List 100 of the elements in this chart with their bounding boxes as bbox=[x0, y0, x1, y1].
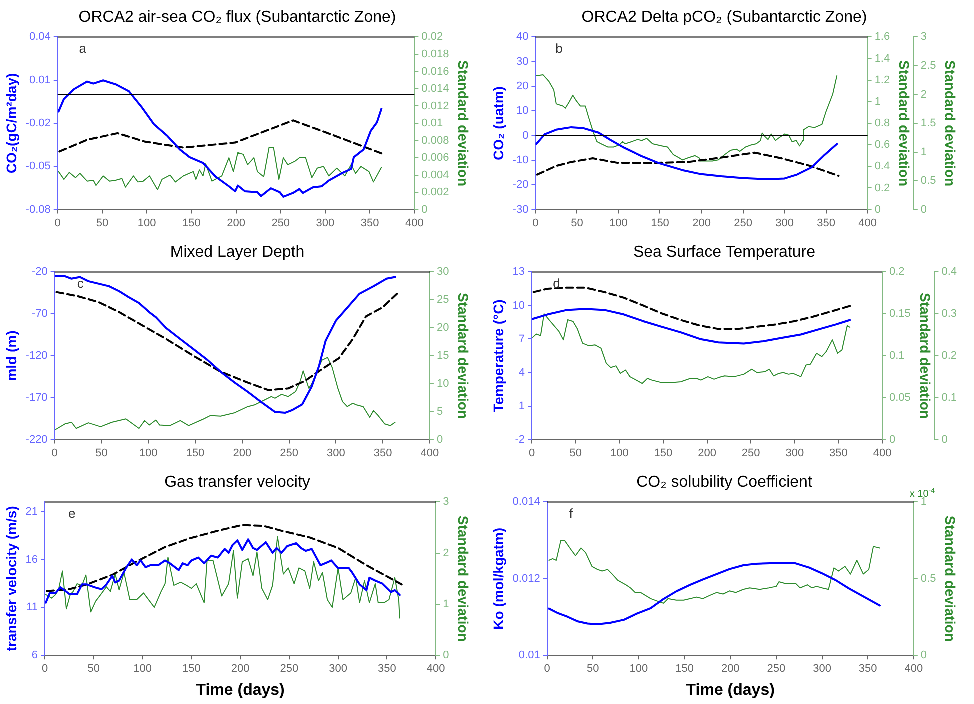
y-tick-label: 0.014 bbox=[512, 496, 540, 508]
y-axis-title: transfer velocity (m/s) bbox=[3, 506, 20, 652]
x-tick-label: 300 bbox=[786, 447, 804, 460]
x-tick-label: 300 bbox=[329, 663, 348, 676]
x-tick-label: 300 bbox=[776, 217, 794, 230]
y-tick-label: -170 bbox=[26, 392, 48, 404]
y3-tick-label: 0.3 bbox=[942, 308, 958, 320]
y-axis-title: CO₂(gC/m²day) bbox=[3, 73, 20, 174]
y-tick-label: 11 bbox=[26, 602, 38, 614]
chart-title: Sea Surface Temperature bbox=[633, 244, 816, 262]
x-tick-label: 150 bbox=[186, 447, 205, 460]
x-tick-label: 400 bbox=[858, 217, 877, 230]
x-axis-title: Time (days) bbox=[686, 682, 775, 699]
x-tick-label: 250 bbox=[280, 447, 298, 460]
y2-tick-label: 0.8 bbox=[874, 118, 890, 130]
x-tick-label: 50 bbox=[96, 447, 108, 460]
y2-tick-label: 3 bbox=[443, 496, 450, 508]
y-tick-label: 0.01 bbox=[29, 74, 51, 86]
y2-tick-label: 25 bbox=[436, 294, 450, 306]
y-tick-label: -20 bbox=[32, 266, 48, 278]
y2-tick-label: 0.1 bbox=[890, 350, 905, 362]
x-tick-label: 100 bbox=[610, 447, 629, 460]
x-tick-label: 350 bbox=[817, 217, 836, 230]
chart-title: ORCA2 Delta pCO₂ (Subantarctic Zone) bbox=[582, 9, 868, 26]
y3-tick-label: 3 bbox=[920, 31, 928, 44]
y-tick-label: 6 bbox=[32, 650, 38, 662]
y2-tick-label: 0.6 bbox=[874, 139, 890, 152]
y2-axis-title: Standard deviation bbox=[456, 516, 472, 642]
x-tick-label: 150 bbox=[676, 663, 694, 676]
annotation: f bbox=[569, 506, 574, 522]
x-tick-label: 200 bbox=[233, 447, 252, 460]
x-tick-label: 100 bbox=[139, 447, 158, 460]
y-tick-label: 0.01 bbox=[518, 650, 540, 662]
y2-tick-label: 0.014 bbox=[422, 83, 450, 96]
x-tick-label: 100 bbox=[138, 217, 156, 230]
x-tick-label: 300 bbox=[316, 217, 335, 230]
y-tick-label: 20 bbox=[516, 80, 529, 93]
y-tick-label: -0.05 bbox=[26, 160, 51, 173]
x-tick-label: 200 bbox=[721, 663, 740, 676]
x-tick-label: 150 bbox=[182, 663, 201, 676]
x-tick-label: 50 bbox=[571, 217, 584, 230]
x-tick-label: 50 bbox=[570, 447, 582, 460]
y3-tick-label: 2 bbox=[920, 88, 928, 101]
y2-tick-label: 0.02 bbox=[422, 31, 444, 44]
y-tick-label: 30 bbox=[516, 56, 529, 68]
y3-tick-label: 1 bbox=[920, 146, 928, 158]
y3-axis-title: Standard deviation bbox=[942, 60, 959, 187]
line-series bbox=[56, 291, 398, 392]
x-tick-label: 150 bbox=[651, 217, 670, 230]
y-tick-label: 16 bbox=[26, 554, 38, 566]
y-tick-label: 0.04 bbox=[29, 31, 51, 44]
x-tick-label: 250 bbox=[742, 447, 760, 460]
x-tick-label: 50 bbox=[587, 663, 600, 676]
y2-tick-label: 0.15 bbox=[890, 308, 911, 320]
x-tick-label: 350 bbox=[374, 447, 392, 460]
x-tick-label: 400 bbox=[420, 447, 440, 460]
x-tick-label: 400 bbox=[904, 663, 924, 676]
y2-tick-label: 0.4 bbox=[874, 160, 890, 173]
x-tick-label: 200 bbox=[692, 217, 711, 230]
y2-tick-label: 0.002 bbox=[422, 186, 450, 199]
y2-tick-label: 0 bbox=[443, 650, 450, 662]
y2-tick-label: 30 bbox=[436, 266, 450, 278]
y2-tick-label: 0.018 bbox=[422, 48, 450, 60]
x-tick-label: 250 bbox=[734, 217, 752, 230]
y2-tick-label: 0.5 bbox=[920, 572, 936, 585]
y2-tick-label: 1 bbox=[874, 96, 881, 108]
y-tick-label: 7 bbox=[518, 333, 526, 346]
x-tick-label: 300 bbox=[327, 447, 346, 460]
x-tick-label: 150 bbox=[654, 447, 673, 460]
annotation: d bbox=[553, 276, 560, 292]
y-axis-title: mld (m) bbox=[3, 330, 20, 382]
y-tick-label: -120 bbox=[26, 350, 48, 362]
y-tick-label: -70 bbox=[32, 308, 48, 320]
y2-tick-label: 1.4 bbox=[874, 52, 890, 65]
y2-tick-label: 2 bbox=[443, 547, 450, 560]
y2-tick-label: 0.006 bbox=[422, 152, 450, 164]
y-tick-label: -30 bbox=[512, 204, 529, 216]
y-tick-label: 0 bbox=[522, 130, 529, 142]
chart-title: ORCA2 air-sea CO₂ flux (Subantarctic Zone) bbox=[78, 9, 396, 26]
y2-tick-label: 0.012 bbox=[422, 100, 450, 112]
y-axis-title: Temperature (°C) bbox=[490, 300, 506, 412]
annotation: e bbox=[68, 506, 76, 522]
y3-tick-label: 0 bbox=[942, 434, 948, 446]
y-tick-label: -20 bbox=[512, 179, 529, 192]
chart-title: Mixed Layer Depth bbox=[170, 244, 305, 262]
x-tick-label: 0 bbox=[54, 217, 61, 230]
x-axis-title: Time (days) bbox=[196, 682, 285, 699]
y2-tick-label: 0.008 bbox=[422, 134, 450, 147]
y-tick-label: -10 bbox=[512, 154, 529, 167]
y-tick-label: -0.02 bbox=[26, 118, 51, 130]
x-tick-label: 200 bbox=[698, 447, 716, 460]
y3-tick-label: 2.5 bbox=[920, 60, 936, 72]
y-axis-title: Ko (mol/kgatm) bbox=[490, 528, 506, 630]
y2-tick-label: 5 bbox=[436, 406, 444, 418]
y2-tick-label: 0.004 bbox=[422, 169, 450, 182]
x-tick-label: 100 bbox=[134, 663, 152, 676]
y3-tick-label: 1.5 bbox=[920, 118, 936, 130]
x-tick-label: 50 bbox=[96, 217, 109, 230]
y2-tick-label: 20 bbox=[436, 322, 450, 334]
x-tick-label: 400 bbox=[426, 663, 446, 676]
